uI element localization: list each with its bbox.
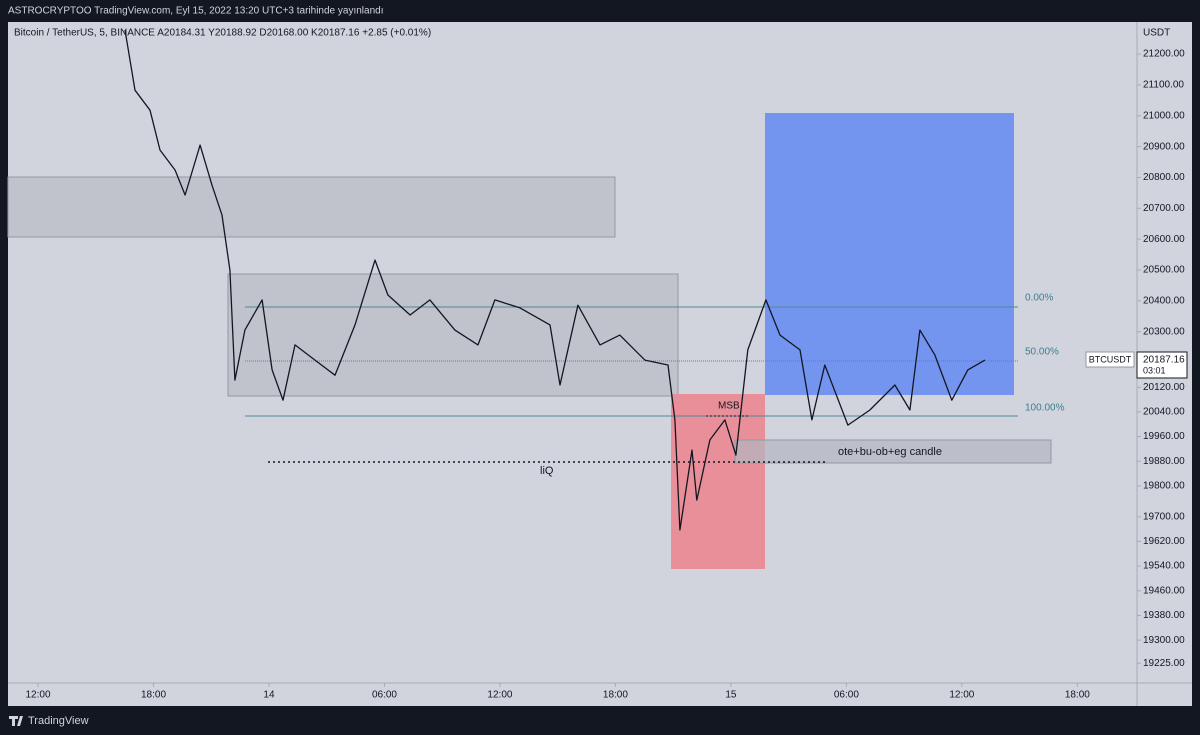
axis-unit: USDT xyxy=(1143,28,1170,39)
y-tick-label: 20040.00 xyxy=(1143,407,1185,418)
y-tick-label: 21200.00 xyxy=(1143,49,1185,60)
logo xyxy=(9,716,23,726)
zone xyxy=(7,176,616,238)
symbol-tag xyxy=(1085,351,1135,368)
x-tick-label: 18:00 xyxy=(1065,690,1090,701)
y-tick-label: 19700.00 xyxy=(1143,511,1185,522)
chart-title: Bitcoin / TetherUS, 5, BINANCE A20184.31… xyxy=(14,28,431,39)
annotation: 0.00% xyxy=(1025,293,1053,304)
y-tick-label: 20900.00 xyxy=(1143,141,1185,152)
y-tick-label: 19380.00 xyxy=(1143,610,1185,621)
annotation: ote+bu-ob+eg candle xyxy=(838,446,942,458)
price-tag xyxy=(1136,351,1188,379)
y-tick-label: 20120.00 xyxy=(1143,382,1185,393)
y-tick-label: 19800.00 xyxy=(1143,481,1185,492)
footer-brand: TradingView xyxy=(28,715,89,727)
y-tick-label: 20400.00 xyxy=(1143,295,1185,306)
price-tag-countdown: 03:01 xyxy=(1143,365,1166,375)
y-tick-label: 21100.00 xyxy=(1143,80,1184,91)
y-tick-label: 19620.00 xyxy=(1143,536,1185,547)
y-tick-label: 20500.00 xyxy=(1143,265,1185,276)
x-tick-label: 06:00 xyxy=(834,690,859,701)
price-tag-value: 20187.16 xyxy=(1143,355,1185,366)
plot xyxy=(124,29,986,531)
y-tick-label: 20800.00 xyxy=(1143,172,1185,183)
y-tick-label: 19460.00 xyxy=(1143,585,1185,596)
y-tick-label: 20600.00 xyxy=(1143,234,1185,245)
price-line xyxy=(124,29,986,531)
zone-red xyxy=(671,394,765,569)
header: ASTROCRYPTOO TradingView.com, Eyl 15, 20… xyxy=(8,6,383,17)
y-tick-label: 19540.00 xyxy=(1143,561,1185,572)
y-tick-label: 21000.00 xyxy=(1143,110,1185,121)
x-tick-label: 12:00 xyxy=(26,690,51,701)
annotation: liQ xyxy=(540,465,554,477)
x-tick-label: 18:00 xyxy=(141,690,166,701)
y-tick-label: 20300.00 xyxy=(1143,326,1185,337)
y-tick-label: 19300.00 xyxy=(1143,635,1185,646)
annotation: 100.00% xyxy=(1025,403,1065,414)
zone-blue xyxy=(765,113,1014,395)
y-tick-label: 19880.00 xyxy=(1143,456,1185,467)
annotation: 50.00% xyxy=(1025,347,1059,358)
x-tick-label: 12:00 xyxy=(487,690,512,701)
zone xyxy=(227,273,679,397)
x-tick-label: 14 xyxy=(263,690,275,701)
x-tick-label: 06:00 xyxy=(372,690,397,701)
x-tick-label: 18:00 xyxy=(603,690,628,701)
y-tick-label: 20700.00 xyxy=(1143,203,1185,214)
annotation: MSB xyxy=(718,401,740,412)
x-tick-label: 12:00 xyxy=(949,690,974,701)
symbol-tag-text: BTCUSDT xyxy=(1089,354,1132,364)
x-tick-label: 15 xyxy=(725,690,737,701)
y-tick-label: 19960.00 xyxy=(1143,431,1185,442)
y-tick-label: 19225.00 xyxy=(1143,658,1185,669)
